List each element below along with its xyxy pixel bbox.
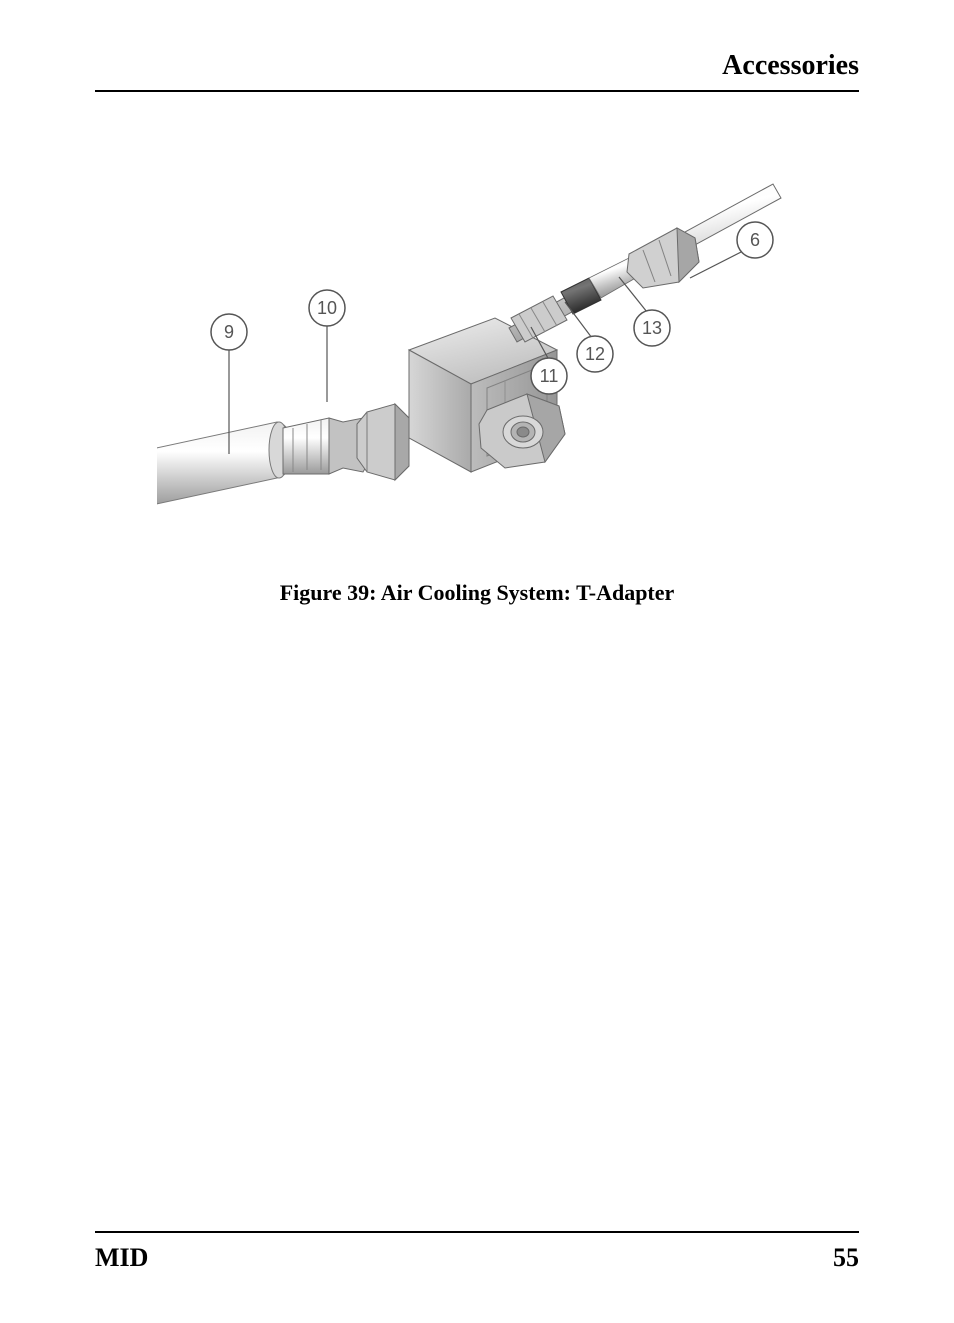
page-header: Accessories (95, 50, 859, 92)
figure-caption: Figure 39: Air Cooling System: T-Adapter (157, 580, 797, 606)
callout-label-10: 10 (317, 298, 337, 318)
footer-left: MID (95, 1243, 148, 1273)
callout-label-13: 13 (642, 318, 662, 338)
figure-svg: 6 9 10 11 12 13 (157, 122, 797, 562)
callout-label-9: 9 (224, 322, 234, 342)
left-hex-nut (357, 404, 409, 480)
callout-label-11: 11 (540, 366, 559, 386)
callout-label-12: 12 (585, 344, 605, 364)
page-footer: MID 55 (95, 1231, 859, 1273)
header-title: Accessories (722, 50, 859, 81)
part-10 (283, 418, 369, 474)
callout-label-6: 6 (750, 230, 760, 250)
figure-container: 6 9 10 11 12 13 Figure 39: Air Cooling System… (157, 122, 797, 606)
footer-right: 55 (833, 1243, 859, 1273)
